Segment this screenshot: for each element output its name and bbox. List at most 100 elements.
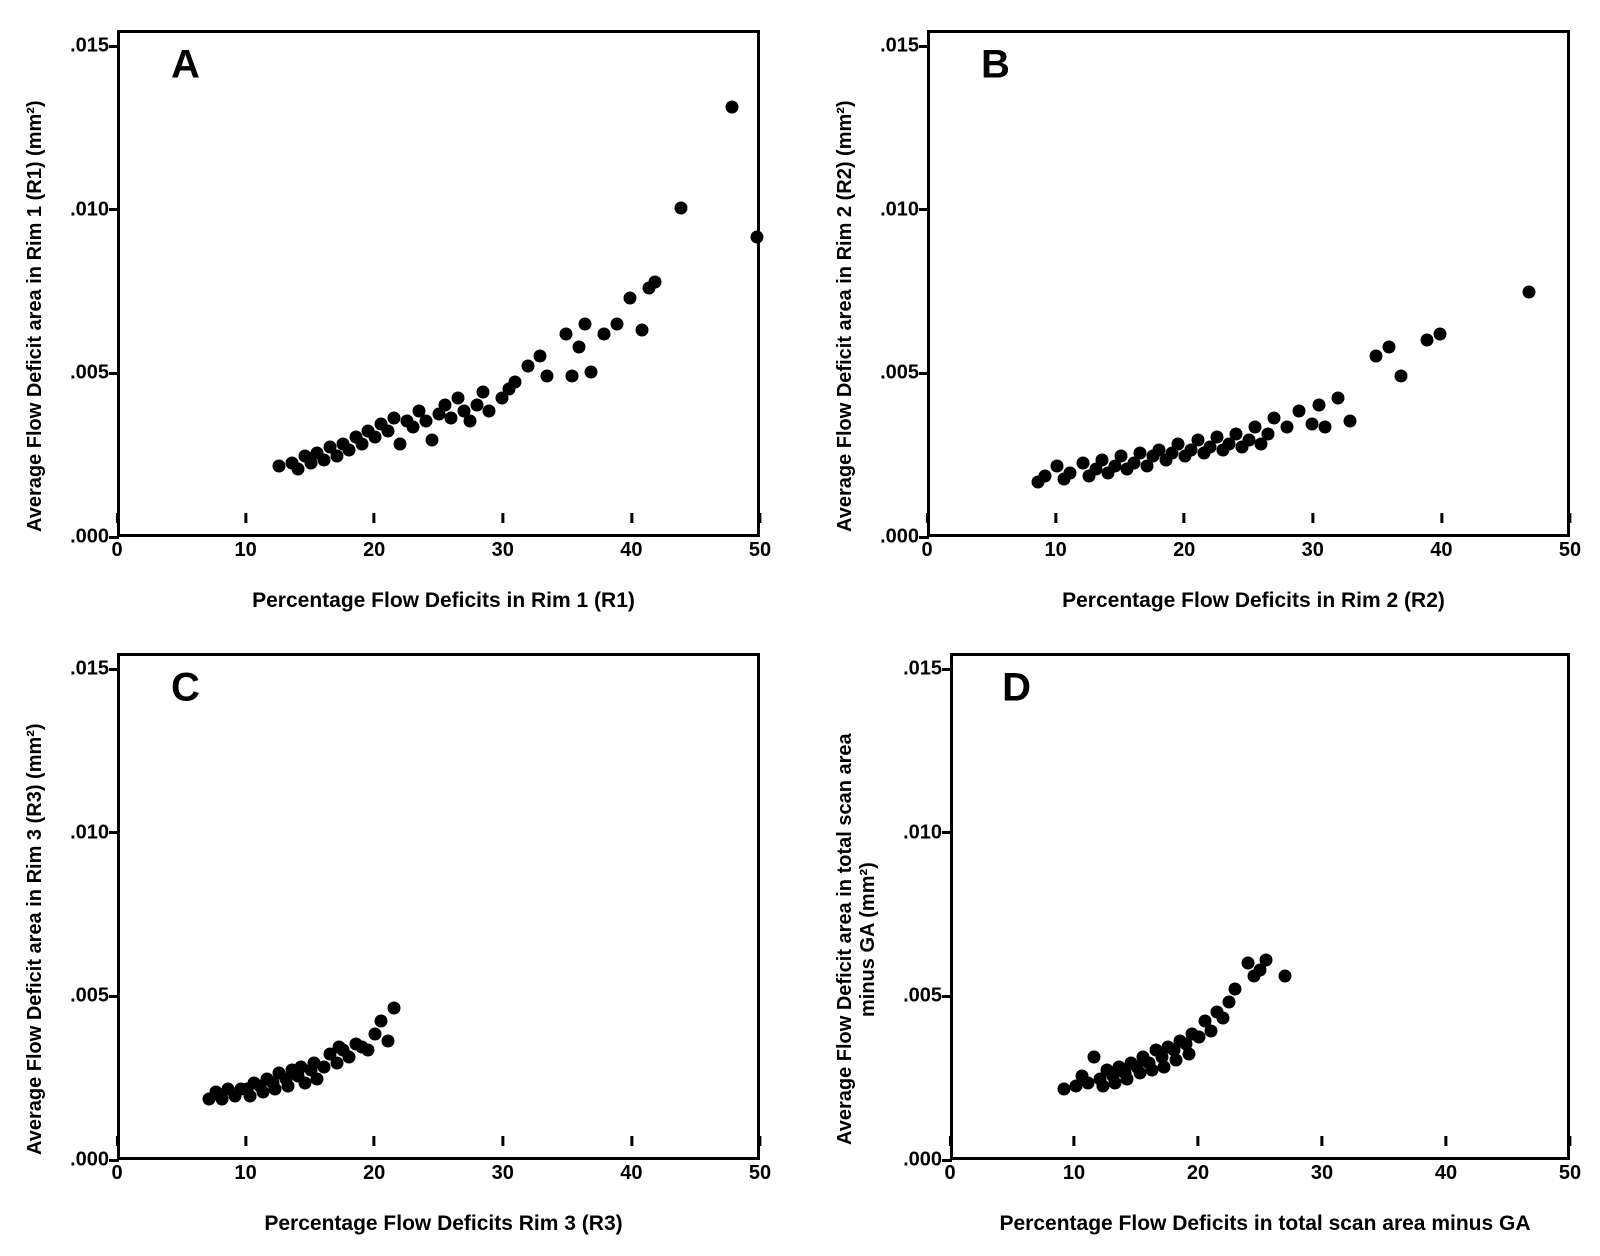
x-tick-label: 30 <box>492 1162 514 1185</box>
x-tick-label: 20 <box>363 1162 385 1185</box>
data-point <box>1280 421 1293 434</box>
data-point <box>387 1002 400 1015</box>
data-point <box>1038 469 1051 482</box>
y-tick-label: .010 <box>70 821 109 844</box>
plot-wrap: D.000.005.010.01501020304050 <box>880 643 1580 1210</box>
data-point <box>343 443 356 456</box>
data-point <box>674 201 687 214</box>
data-point <box>368 1028 381 1041</box>
data-point <box>330 1057 343 1070</box>
data-point <box>1242 434 1255 447</box>
x-tick-label: 50 <box>749 539 771 562</box>
x-ticks: 01020304050 <box>117 1162 760 1186</box>
panel-a: Average Flow Deficit area in Rim 1 (R1) … <box>20 20 770 613</box>
data-point <box>1210 431 1223 444</box>
x-tick-label: 0 <box>111 539 122 562</box>
y-tick-label: .015 <box>70 658 109 681</box>
data-point <box>1134 447 1147 460</box>
data-point <box>1395 369 1408 382</box>
data-point <box>269 1083 282 1096</box>
data-point <box>426 434 439 447</box>
data-point <box>1267 411 1280 424</box>
data-point <box>1158 1060 1171 1073</box>
data-point <box>381 424 394 437</box>
data-point <box>1109 1076 1122 1089</box>
x-tick-label: 0 <box>921 539 932 562</box>
plot-column: C.000.005.010.01501020304050Percentage F… <box>47 643 770 1236</box>
data-point <box>407 421 420 434</box>
data-point <box>1133 1066 1146 1079</box>
y-tick-label: .000 <box>70 526 109 549</box>
data-point <box>451 392 464 405</box>
y-tick-label: .010 <box>70 198 109 221</box>
y-ticks: .000.005.010.015 <box>857 30 925 537</box>
y-tick-label: .015 <box>903 658 942 681</box>
data-point <box>438 398 451 411</box>
y-tick-label: .010 <box>880 198 919 221</box>
data-point <box>1318 421 1331 434</box>
x-tick-label: 50 <box>1559 1162 1581 1185</box>
data-point <box>636 324 649 337</box>
x-tick-label: 40 <box>620 539 642 562</box>
data-point <box>1182 1047 1195 1060</box>
data-point <box>1172 437 1185 450</box>
data-point <box>1121 1073 1134 1086</box>
data-point <box>1306 418 1319 431</box>
data-point <box>1420 334 1433 347</box>
data-point <box>1344 414 1357 427</box>
data-point <box>1192 1031 1205 1044</box>
data-point <box>1082 1076 1095 1089</box>
x-axis-label: Percentage Flow Deficits Rim 3 (R3) <box>47 1210 770 1236</box>
data-point <box>521 359 534 372</box>
data-point <box>1057 1083 1070 1096</box>
data-point <box>356 437 369 450</box>
x-tick-label: 10 <box>234 1162 256 1185</box>
y-tick-label: .005 <box>903 985 942 1008</box>
scatter-grid: Average Flow Deficit area in Rim 1 (R1) … <box>20 20 1580 1236</box>
data-point <box>292 463 305 476</box>
data-point <box>1229 427 1242 440</box>
data-point <box>1170 1054 1183 1067</box>
data-point <box>559 327 572 340</box>
data-point <box>1248 421 1261 434</box>
data-point <box>1369 350 1382 363</box>
y-tick-label: .000 <box>70 1149 109 1172</box>
data-point <box>1095 453 1108 466</box>
data-point <box>1191 434 1204 447</box>
data-point <box>311 1073 324 1086</box>
x-tick-label: 30 <box>1311 1162 1333 1185</box>
data-point <box>419 414 432 427</box>
y-axis-label: Average Flow Deficit area in total scan … <box>830 643 880 1236</box>
data-point <box>1064 466 1077 479</box>
data-point <box>317 1060 330 1073</box>
x-ticks: 01020304050 <box>950 1162 1570 1186</box>
panel-d: Average Flow Deficit area in total scan … <box>830 643 1580 1236</box>
y-tick-label: .015 <box>880 35 919 58</box>
plot-area: D <box>950 653 1570 1160</box>
x-tick-label: 20 <box>1187 1162 1209 1185</box>
x-ticks: 01020304050 <box>927 539 1570 563</box>
data-point <box>1051 460 1064 473</box>
y-tick-label: .005 <box>70 362 109 385</box>
x-tick-label: 50 <box>749 1162 771 1185</box>
data-point <box>1241 957 1254 970</box>
y-ticks: .000.005.010.015 <box>47 653 115 1160</box>
plot-column: D.000.005.010.01501020304050Percentage F… <box>880 643 1580 1236</box>
y-tick-label: .015 <box>70 35 109 58</box>
x-tick-label: 30 <box>492 539 514 562</box>
x-tick-label: 40 <box>1430 539 1452 562</box>
panel-letter: A <box>171 43 200 88</box>
y-tick-label: .010 <box>903 821 942 844</box>
x-axis-label: Percentage Flow Deficits in Rim 2 (R2) <box>857 587 1580 613</box>
x-tick-label: 20 <box>363 539 385 562</box>
data-point <box>256 1086 269 1099</box>
plot-wrap: B.000.005.010.01501020304050 <box>857 20 1580 587</box>
data-point <box>1261 427 1274 440</box>
data-point <box>1229 982 1242 995</box>
data-point <box>585 366 598 379</box>
data-point <box>470 398 483 411</box>
y-tick-label: .005 <box>880 362 919 385</box>
x-tick-label: 0 <box>111 1162 122 1185</box>
y-axis-label: Average Flow Deficit area in Rim 2 (R2) … <box>830 20 857 613</box>
data-point <box>1076 456 1089 469</box>
